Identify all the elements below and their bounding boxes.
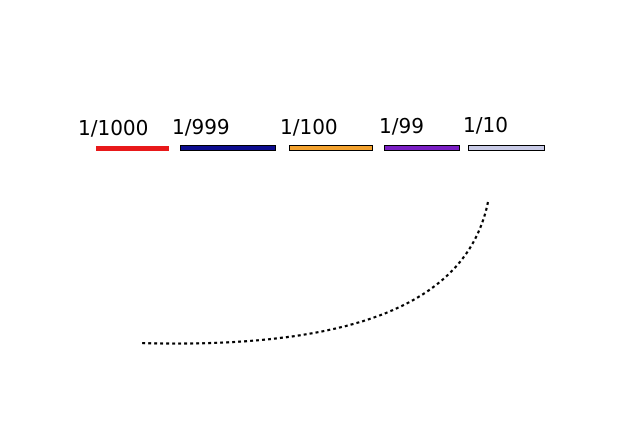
fraction-label-1-10: 1/10 [463,113,508,137]
fraction-label-1-999: 1/999 [172,115,230,139]
fraction-bar-1-100 [289,145,373,151]
fraction-bar-1-99 [384,145,460,151]
fraction-bar-1-10 [468,145,545,151]
dotted-connector-curve [139,201,490,345]
fraction-bar-1-999 [180,145,276,151]
fraction-label-1-99: 1/99 [379,114,424,138]
fraction-bar-1-1000 [96,146,169,151]
fraction-label-1-100: 1/100 [280,115,338,139]
fraction-label-1-1000: 1/1000 [78,116,149,140]
